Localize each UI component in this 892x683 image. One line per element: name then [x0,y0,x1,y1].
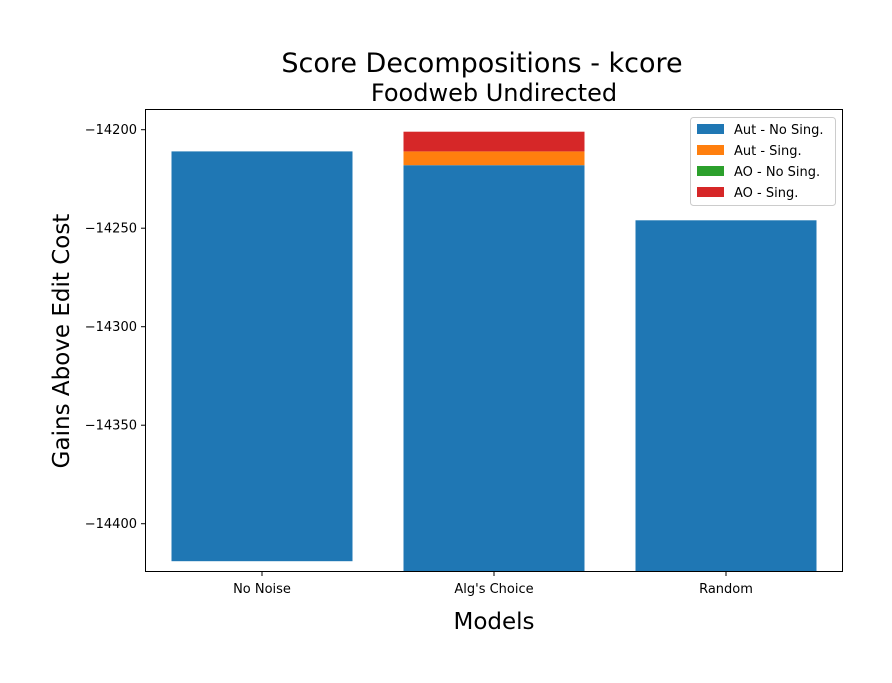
y-tick-label: −14350 [85,419,137,434]
plot-frame [145,109,843,572]
x-tick-label: Random [699,582,753,597]
legend: Aut - No Sing. Aut - Sing. AO - No Sing. AO… [690,117,836,206]
bar-segment [403,165,585,571]
y-tick-label: −14250 [85,222,137,237]
x-tick-label: No Noise [233,582,291,597]
legend-label: Aut - Sing. [734,144,802,159]
bar-segment [635,220,817,572]
legend-label: AO - Sing. [734,186,798,201]
legend-swatch [697,187,724,197]
x-axis: No Noise Alg's Choice Random [233,571,753,597]
y-tick-label: −14200 [85,123,137,138]
x-axis-label: Models [453,609,534,635]
chart-subtitle: Foodweb Undirected [371,79,617,107]
legend-swatch [697,166,724,176]
y-axis: −14200 −14250 −14300 −14350 −14400 [85,123,146,532]
legend-label: Aut - No Sing. [734,123,823,138]
legend-swatch [697,145,724,155]
bar-segment [403,151,585,166]
bar-segment [403,131,585,152]
y-tick-label: −14300 [85,320,137,335]
x-tick-label: Alg's Choice [454,582,533,597]
legend-box [690,117,836,206]
y-tick-label: −14400 [85,517,137,532]
bar-segment [171,151,353,562]
legend-swatch [697,124,724,134]
bars-group [171,131,817,572]
legend-label: AO - No Sing. [734,165,820,180]
y-axis-label: Gains Above Edit Cost [49,214,75,469]
chart-title: Score Decompositions - kcore [281,48,682,79]
